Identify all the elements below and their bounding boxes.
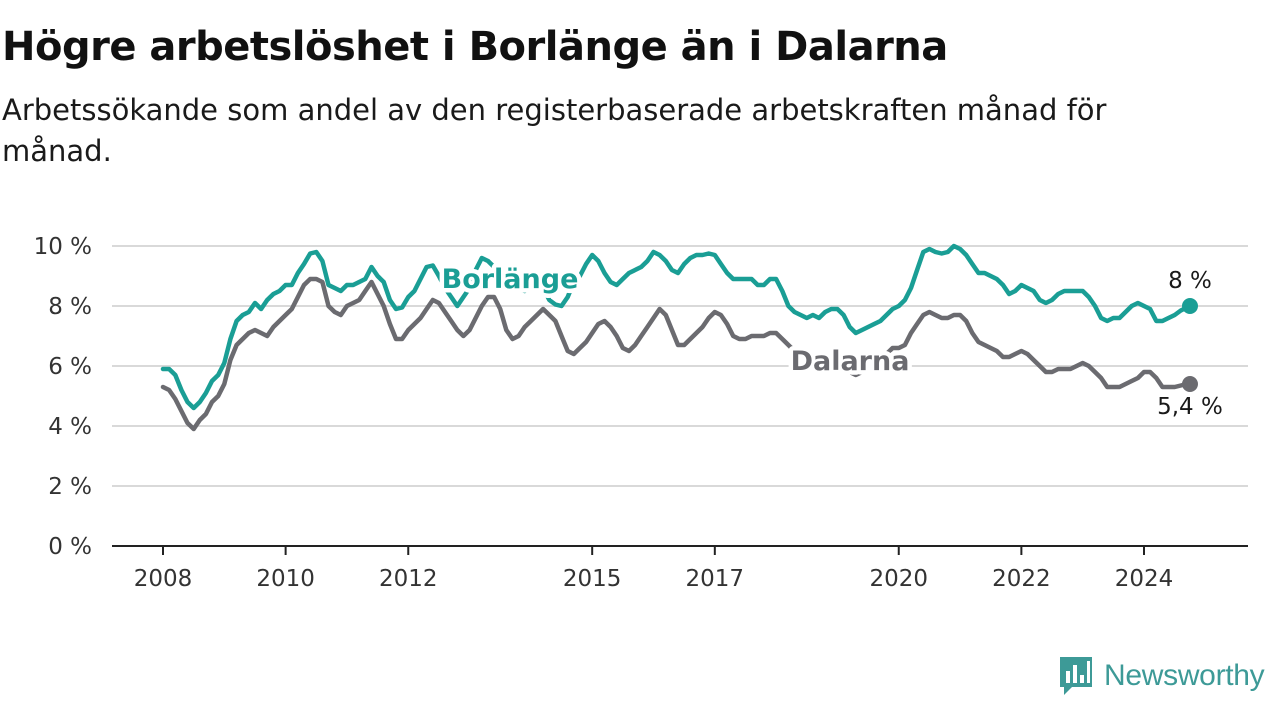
series-name-halo: Borlänge: [442, 264, 579, 295]
x-tick-label: 2012: [379, 566, 438, 592]
end-value-label-dalarna: 5,4 %: [1157, 394, 1223, 420]
chart-subtitle: Arbetssökande som andel av den registerb…: [2, 93, 1107, 168]
series-name-borlänge: Borlänge: [442, 264, 579, 295]
x-axis: 2008 2010 2012 2015 2017 2020 2022 2024: [112, 545, 1248, 592]
x-tick-label: 2020: [869, 566, 928, 592]
y-tick-label: 0 %: [48, 534, 92, 560]
end-point-dalarna: [1181, 376, 1198, 392]
y-axis: 0 % 2 % 4 % 6 % 8 % 10 %: [34, 234, 92, 560]
newsworthy-logo[interactable]: Newsworthy: [1058, 654, 1265, 698]
series-name-halo: Dalarna: [791, 346, 910, 377]
y-tick-label: 6 %: [48, 354, 92, 380]
chart-title: Högre arbetslöshet i Borlänge än i Dalar…: [2, 24, 948, 70]
gridlines: [112, 245, 1248, 487]
brand-name: Newsworthy: [1104, 659, 1265, 692]
series-lines: [160, 243, 1198, 432]
y-tick-label: 10 %: [34, 234, 92, 260]
series-name-dalarna: Dalarna: [791, 346, 910, 377]
series-line-borlänge: [160, 243, 1193, 411]
y-tick-label: 8 %: [48, 294, 92, 320]
end-point-borlänge: [1181, 298, 1198, 314]
newsworthy-logo-icon: [1060, 657, 1092, 695]
x-tick-label: 2010: [256, 566, 315, 592]
x-tick-label: 2022: [992, 566, 1051, 592]
x-tick-label: 2008: [134, 566, 193, 592]
y-tick-label: 2 %: [48, 474, 92, 500]
x-tick-label: 2015: [563, 566, 622, 592]
x-tick-label: 2024: [1115, 566, 1174, 592]
y-tick-label: 4 %: [48, 414, 92, 440]
x-tick-label: 2017: [686, 566, 745, 592]
end-value-label-borlänge: 8 %: [1168, 268, 1212, 294]
series-line-dalarna: [160, 276, 1193, 432]
